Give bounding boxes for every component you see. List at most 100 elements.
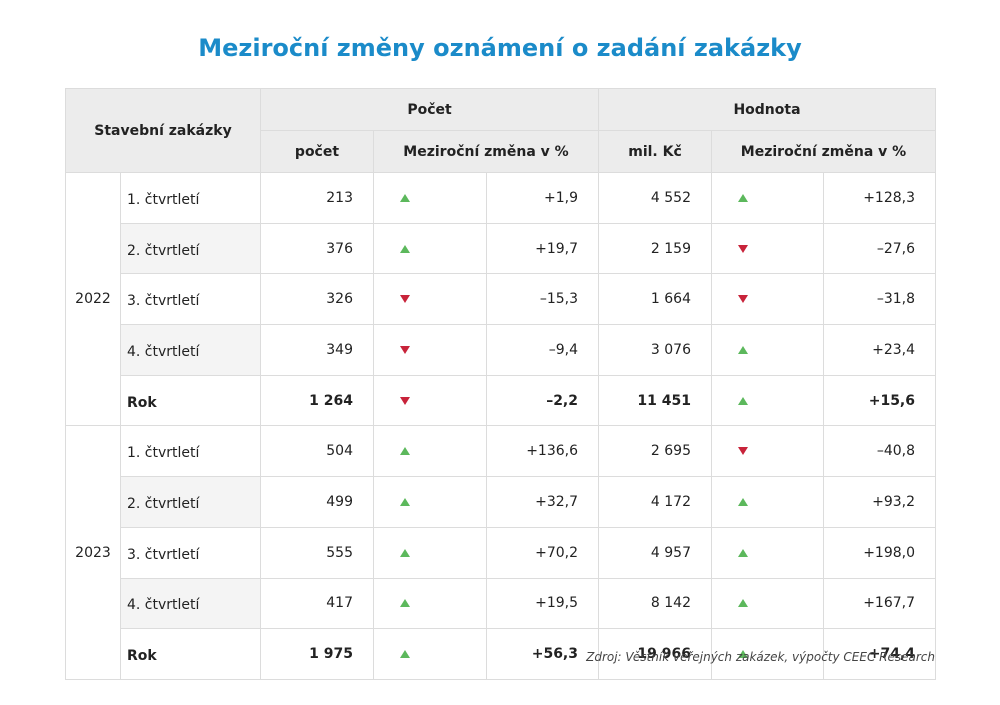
value-cell: 1 664 [598,273,712,326]
count-cell: 376 [260,222,374,275]
arrow-up [400,599,410,608]
header-cell: Stavební zakázky [65,88,261,173]
trend-cell [711,476,824,528]
trend-cell [711,628,824,680]
value-change-cell: +128,3 [823,172,936,224]
period-cell: 2. čtvrtletí [120,476,261,528]
table-row: 4. čtvrtletí 417 +19,5 8 142 +167,7 [66,577,936,630]
count-cell: 326 [260,273,374,326]
trend-cell [711,324,824,376]
value-change-cell: –27,6 [823,222,936,275]
value-cell: 4 957 [598,526,712,579]
period-cell: Rok [120,628,261,680]
value-cell: 2 695 [598,425,712,478]
period-cell: 3. čtvrtletí [120,273,261,326]
arrow-up [400,244,410,253]
period-cell: 3. čtvrtletí [120,526,261,579]
arrow-up [400,447,410,456]
trend-cell [711,425,824,478]
arrow-up [400,650,410,659]
count-change-cell: –9,4 [486,324,599,376]
table-row: Rok 1 264 –2,2 11 451 +15,6 [66,374,936,427]
trend-cell [373,628,487,680]
arrow-up [400,193,410,202]
arrow-up [738,497,748,506]
arrow-down [400,396,410,405]
arrow-up [738,548,748,557]
value-cell: 4 172 [598,476,712,528]
value-change-cell: +93,2 [823,476,936,528]
value-change-cell: +74,4 [823,628,936,680]
arrow-down [400,295,410,304]
period-cell: 1. čtvrtletí [120,425,261,478]
value-change-cell: +23,4 [823,324,936,376]
arrow-down [738,447,748,456]
period-cell: 2. čtvrtletí [120,222,261,275]
table-row: 4. čtvrtletí 349 –9,4 3 076 +23,4 [66,324,936,376]
count-cell: 417 [260,577,374,630]
trend-cell [373,273,487,326]
value-change-cell: +15,6 [823,374,936,427]
value-cell: 2 159 [598,222,712,275]
count-cell: 499 [260,476,374,528]
value-cell: 19 966 [598,628,712,680]
title: Meziroční změny oznámení o zadání zakázk… [198,34,802,62]
count-change-cell: +19,7 [486,222,599,275]
value-cell: 11 451 [598,374,712,427]
trend-cell [373,577,487,630]
value-cell: 8 142 [598,577,712,630]
trend-cell [373,374,487,427]
arrow-up [400,497,410,506]
trend-cell [373,476,487,528]
arrow-up [400,548,410,557]
arrow-up [738,193,748,202]
value-change-cell: –31,8 [823,273,936,326]
arrow-down [738,295,748,304]
count-change-cell: –15,3 [486,273,599,326]
trend-cell [711,273,824,326]
table-row: 2. čtvrtletí 499 +32,7 4 172 +93,2 [66,476,936,528]
table-row: 3. čtvrtletí 326 –15,3 1 664 –31,8 [66,273,936,326]
count-cell: 555 [260,526,374,579]
arrow-up [738,650,748,659]
value-cell: 3 076 [598,324,712,376]
year-cell: 2023 [65,425,121,680]
source-note: Zdroj: Věstník veřejných zakázek, výpočt… [586,650,935,664]
table-row: 3. čtvrtletí 555 +70,2 4 957 +198,0 [66,526,936,579]
trend-cell [373,222,487,275]
count-cell: 213 [260,172,374,224]
value-change-cell: +167,7 [823,577,936,630]
header-cell: Meziroční změna v % [711,130,936,173]
arrow-down [738,244,748,253]
count-change-cell: +136,6 [486,425,599,478]
count-change-cell: –2,2 [486,374,599,427]
arrow-up [738,599,748,608]
data-table: Stavební zakázky Počet Hodnota počet Mez… [65,88,936,680]
count-cell: 349 [260,324,374,376]
count-change-cell: +56,3 [486,628,599,680]
arrow-up [738,396,748,405]
trend-cell [373,425,487,478]
count-cell: 1 975 [260,628,374,680]
trend-cell [711,577,824,630]
arrow-up [738,345,748,354]
count-cell: 504 [260,425,374,478]
period-cell: 4. čtvrtletí [120,577,261,630]
count-change-cell: +32,7 [486,476,599,528]
table-row: 2022 1. čtvrtletí 213 +1,9 4 552 +128,3 [65,171,936,427]
value-cell: 4 552 [598,172,712,224]
trend-cell [373,324,487,376]
table-row: 2. čtvrtletí 376 +19,7 2 159 –27,6 [66,222,936,275]
table-row: 2023 1. čtvrtletí 504 +136,6 2 695 –40,8 [65,425,936,680]
count-change-cell: +1,9 [486,172,599,224]
count-change-cell: +70,2 [486,526,599,579]
period-cell: 4. čtvrtletí [120,324,261,376]
count-cell: 1 264 [260,374,374,427]
trend-cell [711,222,824,275]
table-row: Rok 1 975 +56,3 19 966 +74,4 [66,628,936,680]
header-cell: mil. Kč [598,130,712,173]
header-cell: Počet [260,88,599,131]
trend-cell [711,374,824,427]
header-cell: Meziroční změna v % [373,130,599,173]
